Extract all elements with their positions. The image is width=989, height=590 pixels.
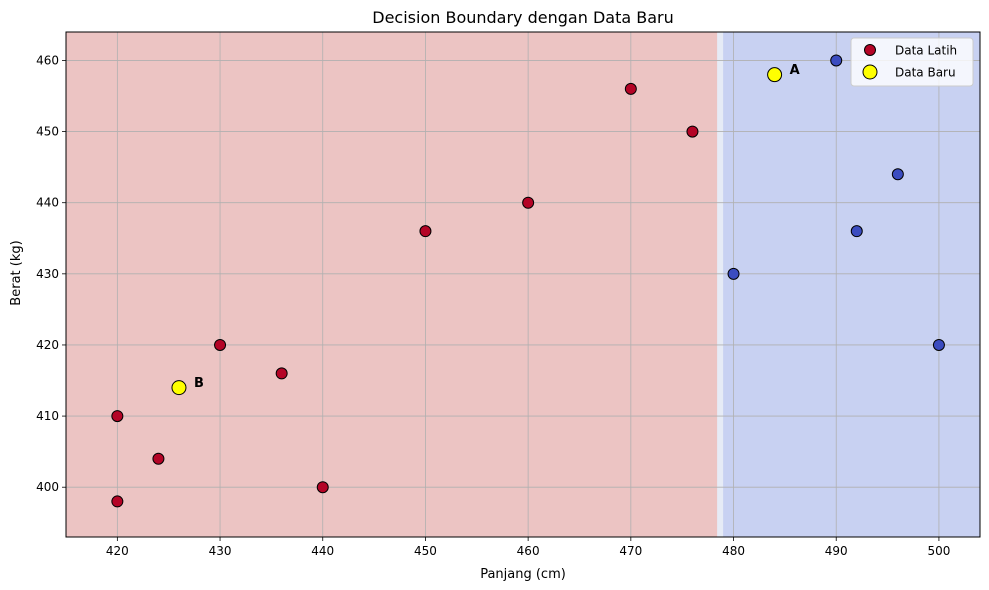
data-point-training (522, 196, 535, 209)
x-tick-label: 430 (209, 544, 232, 558)
data-point-training (316, 481, 329, 494)
legend: Data Latih Data Baru (850, 37, 974, 87)
plot-area: 420 430 440 450 460 470 480 490 500 400 410 420 430 4… (36, 31, 981, 558)
point-annotation: A (790, 63, 800, 78)
y-tick-label: 460 (36, 53, 59, 67)
data-point-training (111, 410, 124, 423)
legend-label-training: Data Latih (895, 44, 957, 58)
legend-marker-new (862, 64, 878, 80)
region-class-1 (718, 32, 980, 537)
data-point-training (686, 125, 699, 138)
data-point-training (932, 338, 945, 351)
data-point-training (152, 452, 165, 465)
legend-label-new: Data Baru (895, 66, 956, 80)
data-point-new (767, 67, 783, 83)
point-annotation: B (194, 376, 204, 391)
data-point-training (624, 82, 637, 95)
y-tick-label: 450 (36, 125, 59, 139)
axes-frame (65, 31, 981, 538)
x-tick-label: 420 (106, 544, 129, 558)
y-tick-label: 420 (36, 338, 59, 352)
chart-title: Decision Boundary dengan Data Baru (372, 8, 673, 27)
y-tick-label: 430 (36, 267, 59, 281)
data-point-training (891, 168, 904, 181)
legend-box (850, 37, 974, 87)
y-tick-label: 410 (36, 409, 59, 423)
decision-boundary (717, 32, 724, 537)
x-tick-label: 480 (722, 544, 745, 558)
data-point-training (214, 338, 227, 351)
data-point-training (830, 54, 843, 67)
x-tick-label: 450 (414, 544, 437, 558)
x-tick-label: 460 (517, 544, 540, 558)
x-tick-label: 470 (619, 544, 642, 558)
data-point-training (111, 495, 124, 508)
legend-marker-training (864, 44, 876, 56)
data-point-training (419, 225, 432, 238)
data-point-training (850, 225, 863, 238)
region-class-0 (66, 32, 719, 537)
y-tick-label: 400 (36, 480, 59, 494)
y-axis-label: Berat (kg) (9, 240, 24, 305)
data-point-training (727, 267, 740, 280)
x-axis-label: Panjang (cm) (480, 567, 566, 582)
data-point-new (171, 380, 187, 396)
x-tick-label: 500 (927, 544, 950, 558)
y-tick-label: 440 (36, 196, 59, 210)
data-point-training (275, 367, 288, 380)
x-tick-label: 490 (825, 544, 848, 558)
x-tick-label: 440 (311, 544, 334, 558)
